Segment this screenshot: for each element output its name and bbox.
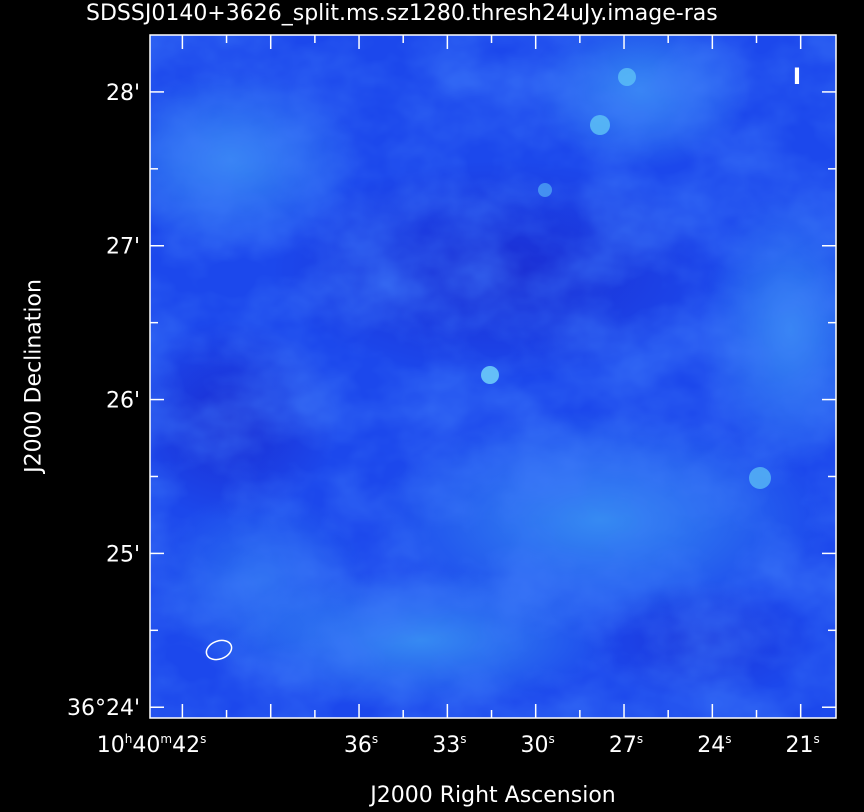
compact-source (481, 366, 499, 384)
y-axis: 28' 27' 26' 25' 36°24' (67, 81, 836, 721)
x-axis-label: J2000 Right Ascension (370, 783, 616, 808)
y-tick-label: 28' (106, 81, 140, 106)
x-axis: 10h40m42s 36s 33s 30s 27s 24s 21s (97, 35, 820, 758)
x-tick-label: 24s (697, 732, 731, 758)
stokes-label: I (793, 65, 801, 90)
beam-ellipse (205, 639, 233, 661)
x-tick-label: 21s (786, 732, 820, 758)
y-tick-label: 27' (106, 235, 140, 260)
chart-title: SDSSJ0140+3626_split.ms.sz1280.thresh24u… (86, 1, 718, 26)
x-tick-label: 27s (609, 732, 643, 758)
x-tick-label: 30s (521, 732, 555, 758)
x-tick-label: 10h40m42s (97, 732, 207, 758)
compact-source (618, 68, 636, 86)
compact-source (538, 183, 552, 197)
compact-source (749, 467, 771, 489)
plot-frame (149, 34, 837, 719)
compact-source (590, 115, 610, 135)
x-tick-label: 33s (432, 732, 466, 758)
y-tick-label: 25' (106, 542, 140, 567)
y-tick-label: 36°24' (67, 696, 140, 721)
x-tick-label: 36s (344, 732, 378, 758)
image-raster (150, 35, 836, 718)
y-tick-label: 26' (106, 389, 140, 414)
